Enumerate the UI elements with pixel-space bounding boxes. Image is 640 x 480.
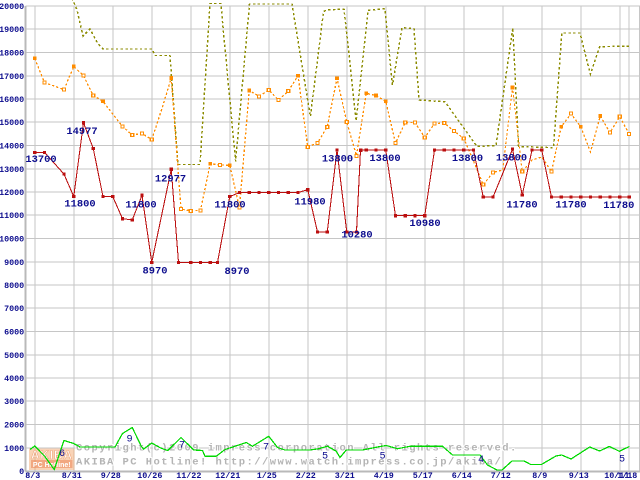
svg-text:8/9: 8/9 <box>532 471 547 480</box>
svg-text:13800: 13800 <box>322 154 353 166</box>
svg-text:5000: 5000 <box>4 351 24 361</box>
svg-text:4000: 4000 <box>4 374 24 384</box>
svg-text:AKIBA: AKIBA <box>31 448 73 462</box>
svg-text:8/3: 8/3 <box>25 471 40 480</box>
svg-text:5: 5 <box>619 455 625 466</box>
svg-text:9/13: 9/13 <box>569 471 589 480</box>
svg-text:11800: 11800 <box>125 200 156 212</box>
svg-text:2/22: 2/22 <box>296 471 316 480</box>
svg-text:1000: 1000 <box>4 444 24 454</box>
svg-text:5/17: 5/17 <box>413 471 433 480</box>
svg-text:6000: 6000 <box>4 328 24 338</box>
svg-text:12/21: 12/21 <box>215 471 240 480</box>
svg-text:13700: 13700 <box>25 154 56 166</box>
svg-text:11780: 11780 <box>506 200 537 212</box>
svg-text:9/28: 9/28 <box>101 471 121 480</box>
svg-text:14000: 14000 <box>0 142 24 152</box>
svg-text:11/22: 11/22 <box>176 471 201 480</box>
svg-text:7: 7 <box>179 441 185 452</box>
svg-text:13800: 13800 <box>452 153 483 165</box>
svg-text:11800: 11800 <box>64 199 95 211</box>
svg-text:3/21: 3/21 <box>335 471 355 480</box>
svg-text:13800: 13800 <box>369 153 400 165</box>
svg-text:15000: 15000 <box>0 118 24 128</box>
svg-text:11980: 11980 <box>294 197 325 209</box>
svg-text:9000: 9000 <box>4 258 24 268</box>
svg-text:10980: 10980 <box>409 218 440 230</box>
svg-text:3000: 3000 <box>4 397 24 407</box>
svg-text:18000: 18000 <box>0 49 24 59</box>
svg-text:10/26: 10/26 <box>137 471 162 480</box>
svg-text:AKIBA PC Hotline! http://www.: AKIBA PC Hotline! http://www.watch.impre… <box>76 457 502 469</box>
svg-text:10280: 10280 <box>341 230 372 242</box>
svg-text:8970: 8970 <box>143 266 168 278</box>
svg-text:8/31: 8/31 <box>62 471 82 480</box>
svg-text:19000: 19000 <box>0 25 24 35</box>
svg-text:Copyright(c)2009 impress corpo: Copyright(c)2009 impress corporation All… <box>76 443 518 455</box>
svg-text:9: 9 <box>126 435 132 446</box>
svg-text:7000: 7000 <box>4 304 24 314</box>
svg-text:11780: 11780 <box>603 200 634 212</box>
svg-text:4/19: 4/19 <box>374 471 394 480</box>
svg-text:7/12: 7/12 <box>491 471 511 480</box>
svg-text:5: 5 <box>379 452 385 463</box>
svg-text:14977: 14977 <box>66 126 97 138</box>
svg-text:13000: 13000 <box>0 165 24 175</box>
svg-text:12977: 12977 <box>155 174 186 186</box>
svg-text:16000: 16000 <box>0 95 24 105</box>
svg-text:1/25: 1/25 <box>257 471 277 480</box>
svg-text:11780: 11780 <box>555 200 586 212</box>
svg-text:10000: 10000 <box>0 235 24 245</box>
svg-text:6/14: 6/14 <box>452 471 472 480</box>
svg-text:6: 6 <box>59 449 65 460</box>
svg-text:13800: 13800 <box>496 153 527 165</box>
svg-text:10/11: 10/11 <box>604 471 629 480</box>
svg-text:17000: 17000 <box>0 72 24 82</box>
svg-text:12000: 12000 <box>0 188 24 198</box>
svg-text:8000: 8000 <box>4 281 24 291</box>
svg-text:4: 4 <box>478 455 484 466</box>
svg-text:5: 5 <box>322 452 328 463</box>
svg-text:20000: 20000 <box>0 2 24 12</box>
svg-text:1/18: 1/18 <box>617 471 637 480</box>
svg-text:0: 0 <box>19 467 24 477</box>
svg-text:11800: 11800 <box>214 200 245 212</box>
svg-text:7: 7 <box>263 443 269 454</box>
svg-text:8970: 8970 <box>225 266 250 278</box>
svg-text:2000: 2000 <box>4 421 24 431</box>
svg-text:11000: 11000 <box>0 211 24 221</box>
